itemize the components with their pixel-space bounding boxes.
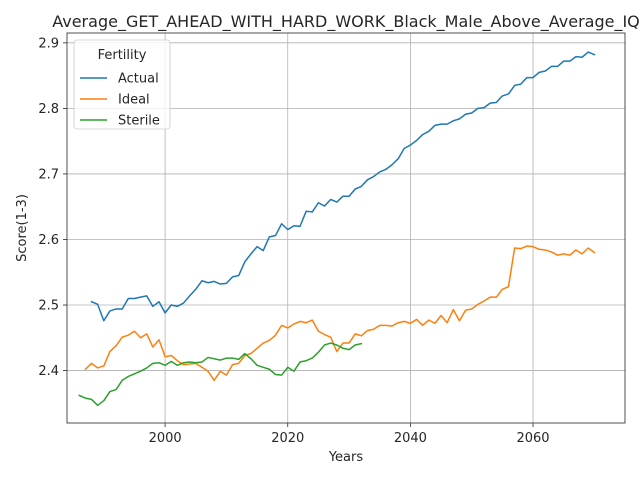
series-line-actual xyxy=(90,51,596,322)
series-line-sterile xyxy=(78,342,363,407)
x-tick-label: 2000 xyxy=(149,431,182,446)
legend-label-actual: Actual xyxy=(118,72,159,87)
y-tick-label: 2.9 xyxy=(38,36,59,51)
series-lines xyxy=(78,51,596,407)
y-tick-label: 2.5 xyxy=(38,299,59,314)
legend-title: Fertility xyxy=(98,48,147,63)
x-tick-label: 2060 xyxy=(516,431,549,446)
y-tick-label: 2.6 xyxy=(38,233,59,248)
legend-entries: Actual Ideal Sterile xyxy=(80,72,160,129)
legend-label-ideal: Ideal xyxy=(118,93,150,108)
y-tick-label: 2.8 xyxy=(38,102,59,117)
y-axis-label: Score(1-3) xyxy=(15,194,30,262)
chart-title: Average_GET_AHEAD_WITH_HARD_WORK_Black_M… xyxy=(52,12,640,32)
y-tick-label: 2.4 xyxy=(38,364,59,379)
legend-frame xyxy=(73,39,171,130)
legend: Fertility Actual Ideal Sterile xyxy=(73,39,171,130)
x-axis-label: Years xyxy=(328,450,364,465)
plot-area-frame xyxy=(66,32,626,424)
legend-label-sterile: Sterile xyxy=(118,114,160,129)
x-tick-label: 2020 xyxy=(271,431,304,446)
x-tick-label: 2040 xyxy=(394,431,427,446)
axis-ticks: 2000 2020 2040 2060 2.4 2.5 2.6 2.7 2.8 2.9 xyxy=(38,36,549,446)
y-tick-label: 2.7 xyxy=(38,167,59,182)
